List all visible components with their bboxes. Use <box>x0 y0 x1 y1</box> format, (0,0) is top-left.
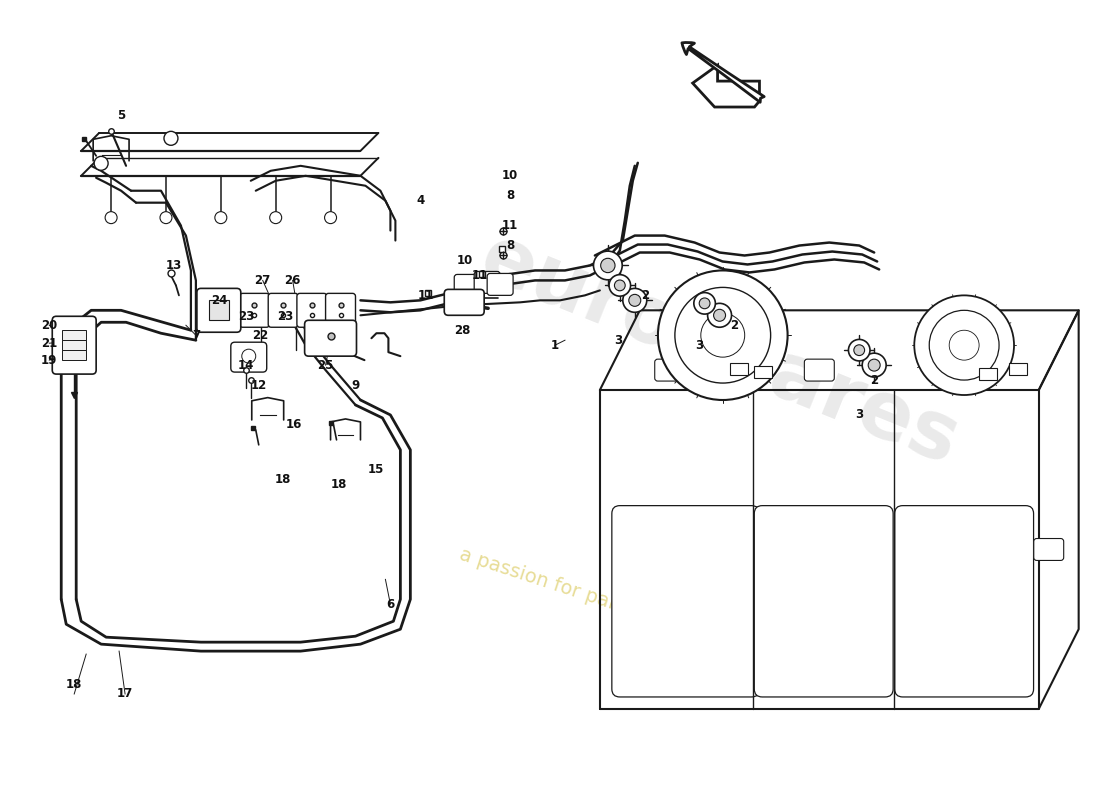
Text: 18: 18 <box>330 478 346 491</box>
Text: 14: 14 <box>238 358 254 372</box>
FancyBboxPatch shape <box>474 271 500 294</box>
Text: 3: 3 <box>614 334 622 346</box>
FancyBboxPatch shape <box>231 342 266 372</box>
Text: 21: 21 <box>41 337 57 350</box>
FancyBboxPatch shape <box>53 316 96 374</box>
Circle shape <box>707 303 732 327</box>
Circle shape <box>623 288 647 312</box>
Text: 16: 16 <box>286 418 301 431</box>
Circle shape <box>270 212 282 224</box>
Circle shape <box>930 310 999 380</box>
Circle shape <box>242 349 255 363</box>
Text: a passion for parts since 1985: a passion for parts since 1985 <box>456 545 742 654</box>
Text: 11: 11 <box>472 269 488 282</box>
Circle shape <box>164 131 178 146</box>
Text: 8: 8 <box>506 190 514 202</box>
Text: 8: 8 <box>506 239 514 252</box>
FancyBboxPatch shape <box>487 274 513 295</box>
FancyBboxPatch shape <box>612 506 759 697</box>
FancyBboxPatch shape <box>454 274 481 296</box>
Bar <box>63 340 86 350</box>
Bar <box>1009 363 1026 375</box>
Circle shape <box>868 359 880 371</box>
Circle shape <box>700 298 710 309</box>
FancyBboxPatch shape <box>654 359 684 381</box>
FancyBboxPatch shape <box>268 294 298 327</box>
FancyBboxPatch shape <box>305 320 356 356</box>
FancyBboxPatch shape <box>297 294 327 327</box>
FancyBboxPatch shape <box>804 359 834 381</box>
Bar <box>209 300 229 320</box>
Text: 17: 17 <box>117 687 133 701</box>
Text: 13: 13 <box>166 259 183 272</box>
Text: 22: 22 <box>253 329 268 342</box>
Text: 6: 6 <box>386 598 395 610</box>
Circle shape <box>949 330 979 360</box>
Text: 7: 7 <box>191 329 200 342</box>
Text: 4: 4 <box>416 194 425 207</box>
Text: 28: 28 <box>454 324 471 337</box>
Circle shape <box>675 287 771 383</box>
Text: 19: 19 <box>41 354 57 366</box>
Circle shape <box>714 310 726 322</box>
FancyBboxPatch shape <box>944 359 974 381</box>
Circle shape <box>854 345 865 355</box>
Text: 9: 9 <box>351 378 360 391</box>
Text: 2: 2 <box>730 318 738 332</box>
Text: 18: 18 <box>275 474 290 486</box>
Circle shape <box>601 258 615 273</box>
FancyBboxPatch shape <box>1034 538 1064 561</box>
Text: 10: 10 <box>502 170 518 182</box>
Circle shape <box>914 295 1014 395</box>
Circle shape <box>324 212 337 224</box>
Text: 23: 23 <box>277 310 294 322</box>
Circle shape <box>694 293 715 314</box>
Text: 15: 15 <box>367 463 384 476</box>
Circle shape <box>95 156 108 170</box>
FancyBboxPatch shape <box>197 288 241 332</box>
Text: eurospares: eurospares <box>469 218 970 482</box>
Circle shape <box>214 212 227 224</box>
Text: 24: 24 <box>211 294 227 307</box>
Text: 11: 11 <box>417 289 433 302</box>
Text: 11: 11 <box>502 219 518 232</box>
Circle shape <box>848 339 870 361</box>
Circle shape <box>160 212 172 224</box>
Text: 12: 12 <box>251 378 267 391</box>
FancyBboxPatch shape <box>755 506 893 697</box>
Text: 1: 1 <box>551 338 559 352</box>
Bar <box>63 350 86 360</box>
Text: 26: 26 <box>285 274 300 287</box>
Circle shape <box>658 270 788 400</box>
Circle shape <box>594 251 623 280</box>
Circle shape <box>615 280 625 290</box>
Circle shape <box>701 314 745 357</box>
Bar <box>979 368 997 380</box>
Circle shape <box>106 212 117 224</box>
Text: 3: 3 <box>855 409 864 422</box>
Bar <box>729 363 748 375</box>
Bar <box>755 366 772 378</box>
Text: 18: 18 <box>66 678 82 690</box>
Text: 10: 10 <box>458 254 473 267</box>
Circle shape <box>862 353 887 377</box>
Text: 25: 25 <box>318 358 333 372</box>
Circle shape <box>609 274 630 296</box>
FancyBboxPatch shape <box>444 290 484 315</box>
FancyBboxPatch shape <box>894 506 1034 697</box>
Text: 27: 27 <box>254 274 271 287</box>
Text: 20: 20 <box>41 318 57 332</box>
Polygon shape <box>693 65 759 107</box>
Text: 2: 2 <box>640 289 649 302</box>
Text: 5: 5 <box>117 110 125 122</box>
FancyBboxPatch shape <box>240 294 270 327</box>
Text: 23: 23 <box>238 310 254 322</box>
Circle shape <box>629 294 641 306</box>
Text: 3: 3 <box>695 338 704 352</box>
FancyBboxPatch shape <box>211 294 241 327</box>
Bar <box>63 330 86 340</box>
FancyBboxPatch shape <box>326 294 355 327</box>
Text: 2: 2 <box>870 374 878 386</box>
